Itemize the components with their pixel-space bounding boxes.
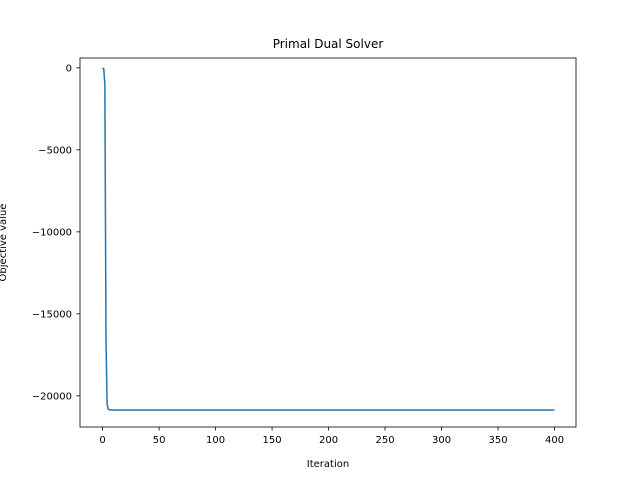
- x-tick-label: 0: [99, 435, 105, 446]
- series-line: [102, 67, 555, 411]
- y-tick-label: −15000: [32, 309, 72, 320]
- x-tick-label: 250: [376, 435, 395, 446]
- plot-frame: [79, 57, 577, 428]
- x-tick-label: 350: [488, 435, 507, 446]
- y-axis-ticks: 0 −5000 −10000 −15000 −20000: [32, 63, 80, 402]
- x-tick-label: 100: [206, 435, 225, 446]
- x-tick-label: 300: [432, 435, 451, 446]
- series-line-group: [102, 67, 555, 411]
- y-axis-label: Objective value: [0, 204, 9, 282]
- x-tick-label: 200: [319, 435, 338, 446]
- chart-title: Primal Dual Solver: [273, 37, 384, 51]
- y-tick-label: −5000: [38, 145, 72, 156]
- y-tick-label: −10000: [32, 227, 72, 238]
- x-axis-label: Iteration: [307, 459, 349, 470]
- x-tick-label: 50: [153, 435, 166, 446]
- x-axis-ticks: 0 50 100 150 200 250 300 350 400: [99, 427, 564, 446]
- y-tick-label: −20000: [32, 391, 72, 402]
- x-tick-label: 150: [263, 435, 282, 446]
- x-tick-label: 400: [545, 435, 564, 446]
- y-tick-label: 0: [66, 63, 72, 74]
